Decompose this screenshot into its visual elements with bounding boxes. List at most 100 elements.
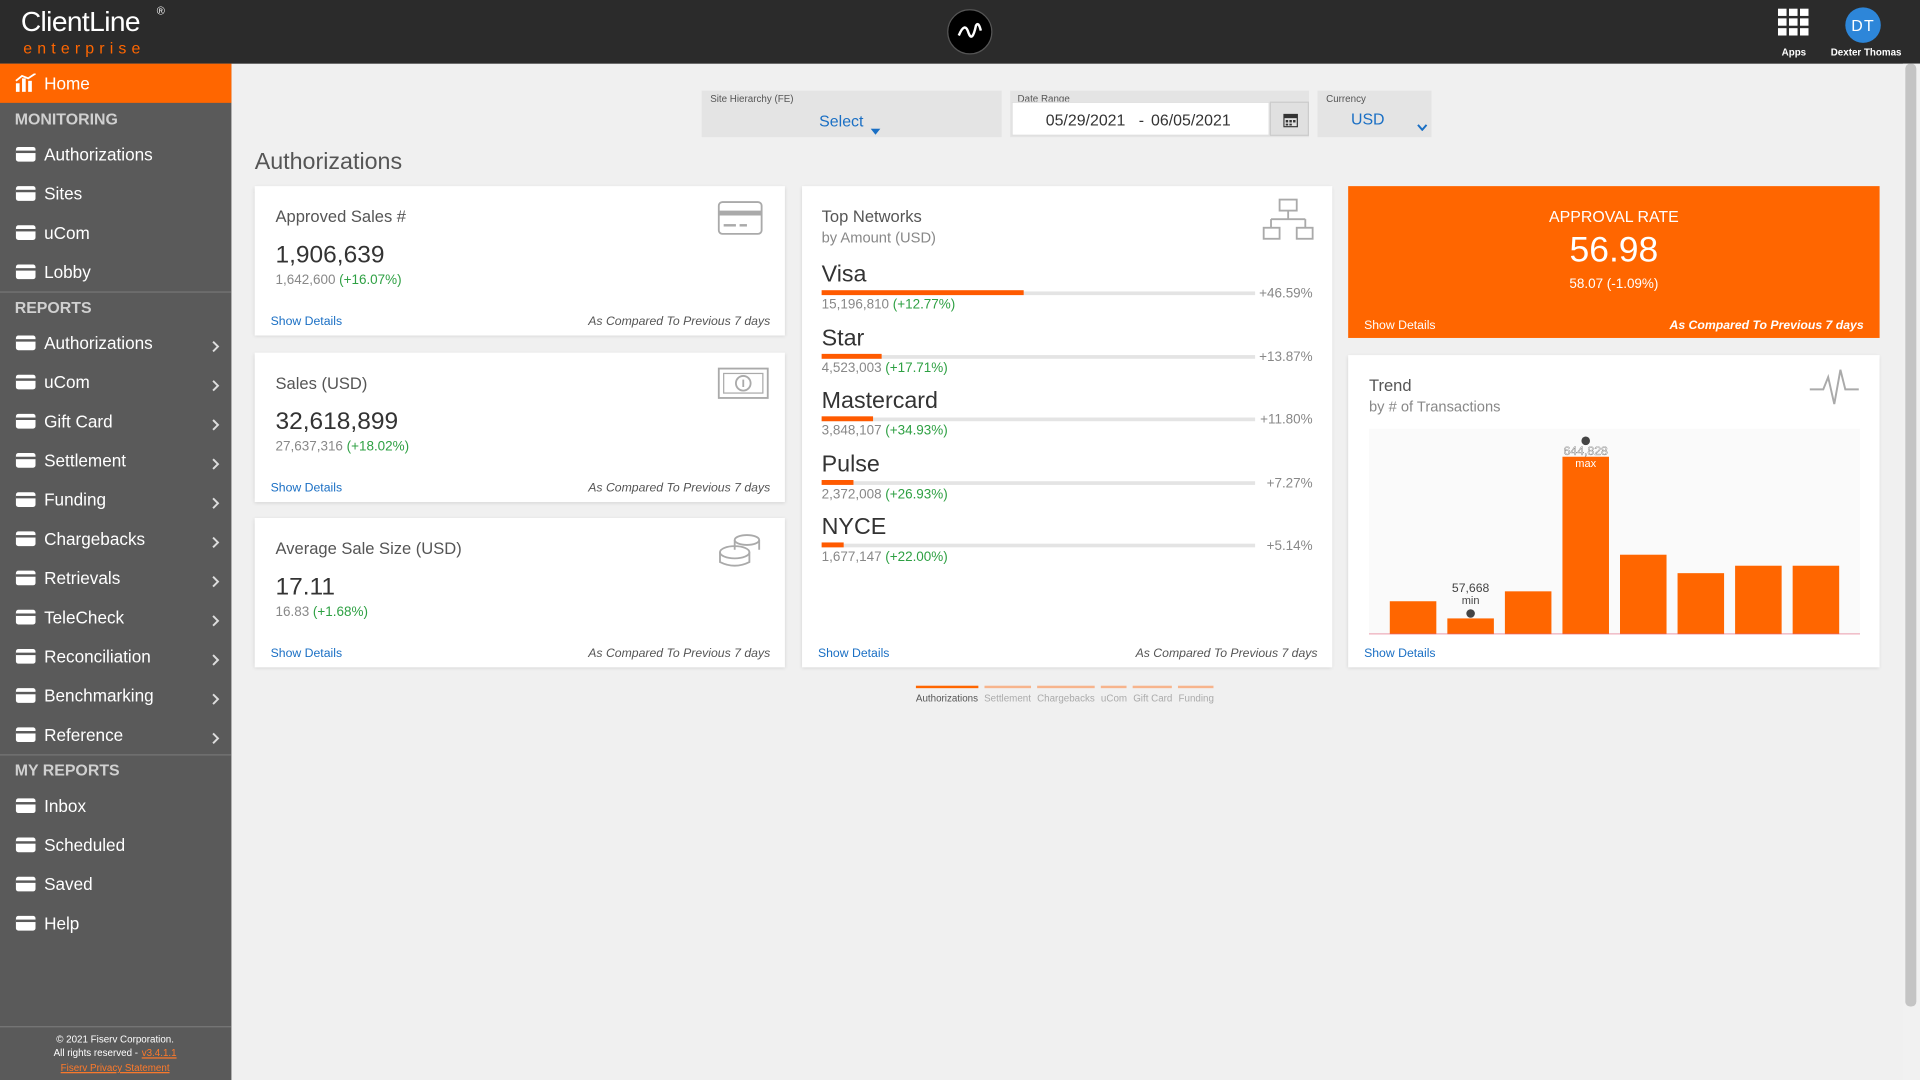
menu-icon <box>15 835 37 855</box>
icon-part <box>212 380 220 392</box>
icon-part <box>723 372 764 394</box>
menu-item[interactable]: Funding <box>0 480 231 519</box>
menu-item[interactable]: Settlement <box>0 441 231 480</box>
kpi-change: (+1.68%) <box>312 604 368 620</box>
approval-previous-value: 58.07 <box>1569 276 1604 292</box>
show-details-link[interactable]: Show Details <box>270 647 343 661</box>
chevron <box>211 415 221 431</box>
network-share: +11.80% <box>1260 412 1313 428</box>
date-filter: Date Range 05/29/2021-06/05/2021 <box>1010 90 1309 138</box>
footer-link[interactable]: v3.4.1.1 <box>141 1047 177 1059</box>
avatar-initials: DT <box>1851 15 1875 35</box>
menu-item-home[interactable]: Home <box>0 63 232 103</box>
kpi-previous: 1,642,600 (+16.07%) <box>276 273 402 288</box>
show-details-link[interactable]: Show Details <box>270 481 343 495</box>
date-input[interactable]: 05/29/2021-06/05/2021 <box>1011 101 1270 136</box>
menu-item[interactable]: Retrievals <box>0 558 231 597</box>
menu-icon <box>15 451 37 471</box>
icon-part <box>28 80 32 92</box>
date-separator: - <box>1138 110 1145 130</box>
menu-item[interactable]: Authorizations <box>0 135 231 174</box>
menu-icon <box>15 796 37 816</box>
menu-label: Authorizations <box>44 333 153 353</box>
menu-item[interactable]: Gift Card <box>0 402 231 441</box>
site-filter[interactable]: Site Hierarchy (FE) Select <box>701 90 1002 138</box>
icon-part <box>15 72 37 92</box>
menu-label: Scheduled <box>44 835 126 855</box>
menu-item[interactable]: Benchmarking <box>0 676 231 715</box>
network-bar-track <box>821 417 1256 422</box>
menu-label: TeleCheck <box>44 607 125 627</box>
menu-item[interactable]: Lobby <box>0 252 231 291</box>
menu-item[interactable]: uCom <box>0 362 231 401</box>
icon-part <box>15 574 36 577</box>
menu-item[interactable]: Chargebacks <box>0 519 231 558</box>
network-change: (+34.93%) <box>885 423 948 439</box>
menu-item[interactable]: Reference <box>0 715 231 754</box>
chevron-down <box>1417 115 1428 132</box>
menu-item[interactable]: Reconciliation <box>0 637 231 676</box>
menu-item[interactable]: Authorizations <box>0 323 231 362</box>
kpi-change: (+16.07%) <box>339 273 402 288</box>
menu-icon <box>15 607 37 627</box>
icon-part <box>212 340 220 353</box>
icon-part <box>15 531 36 547</box>
network-change: (+17.71%) <box>885 360 948 376</box>
footer-link[interactable]: Fiserv Privacy Statement <box>60 1062 170 1074</box>
network-bar <box>821 290 1024 296</box>
menu-label: uCom <box>44 372 90 392</box>
menu-label: Chargebacks <box>44 528 146 549</box>
show-details-link[interactable]: Show Details <box>1364 647 1436 661</box>
icon-part <box>15 453 36 468</box>
icon-part <box>212 458 220 470</box>
icon-part <box>212 732 220 744</box>
menu-item[interactable]: Inbox <box>0 786 231 825</box>
show-details-link[interactable]: Show Details <box>817 647 890 661</box>
icon-part <box>15 186 36 201</box>
tab[interactable]: Funding <box>1178 685 1214 704</box>
footer-line: All rights reserved - v3.4.1.1 <box>54 1048 177 1059</box>
menu-item[interactable]: Saved <box>0 864 231 903</box>
tab[interactable]: uCom <box>1100 685 1128 704</box>
network-bar-track <box>821 543 1256 548</box>
icon-part <box>735 374 752 391</box>
icon-part <box>15 339 36 342</box>
icon-part <box>1293 120 1296 123</box>
show-details-link[interactable]: Show Details <box>270 315 343 329</box>
calendar-button[interactable] <box>1269 101 1309 136</box>
currency-filter[interactable]: Currency USD <box>1317 90 1432 138</box>
tab[interactable]: Gift Card <box>1133 685 1173 704</box>
menu-icon <box>15 568 37 588</box>
icon-part <box>1809 369 1859 405</box>
tab[interactable]: Authorizations <box>915 685 979 704</box>
menu-icon <box>15 411 37 431</box>
kpi-icon <box>718 533 769 570</box>
menu-item[interactable]: uCom <box>0 213 231 252</box>
tab[interactable]: Chargebacks <box>1037 685 1095 704</box>
icon-part <box>15 150 36 154</box>
menu-item[interactable]: Help <box>0 904 231 943</box>
icon-part <box>15 189 36 193</box>
menu-label: Gift Card <box>44 411 113 432</box>
chevron <box>211 337 221 353</box>
kpi-previous-value: 1,642,600 <box>275 273 336 288</box>
brand-mark: ® <box>156 4 165 18</box>
kpi-icon <box>717 201 769 238</box>
divider <box>0 1026 232 1028</box>
menu-item[interactable]: Sites <box>0 174 231 213</box>
icon-part <box>717 201 763 235</box>
menu-item[interactable]: TeleCheck <box>0 598 231 637</box>
show-details-link[interactable]: Show Details <box>1364 318 1436 333</box>
menu-label: Saved <box>44 874 93 894</box>
apps-label[interactable]: Apps <box>1781 47 1807 59</box>
icon-part <box>15 374 36 390</box>
user-name[interactable]: Dexter Thomas <box>1830 47 1902 59</box>
menu-item[interactable]: Scheduled <box>0 825 231 864</box>
tab[interactable]: Settlement <box>984 685 1031 704</box>
kpi-previous-value: 16.83 <box>275 604 310 620</box>
avatar[interactable]: DT <box>1845 7 1881 43</box>
icon-part <box>947 9 993 55</box>
filter-label: Date Range <box>1017 93 1070 105</box>
network-name: Star <box>821 325 865 351</box>
icon-part <box>15 613 36 616</box>
